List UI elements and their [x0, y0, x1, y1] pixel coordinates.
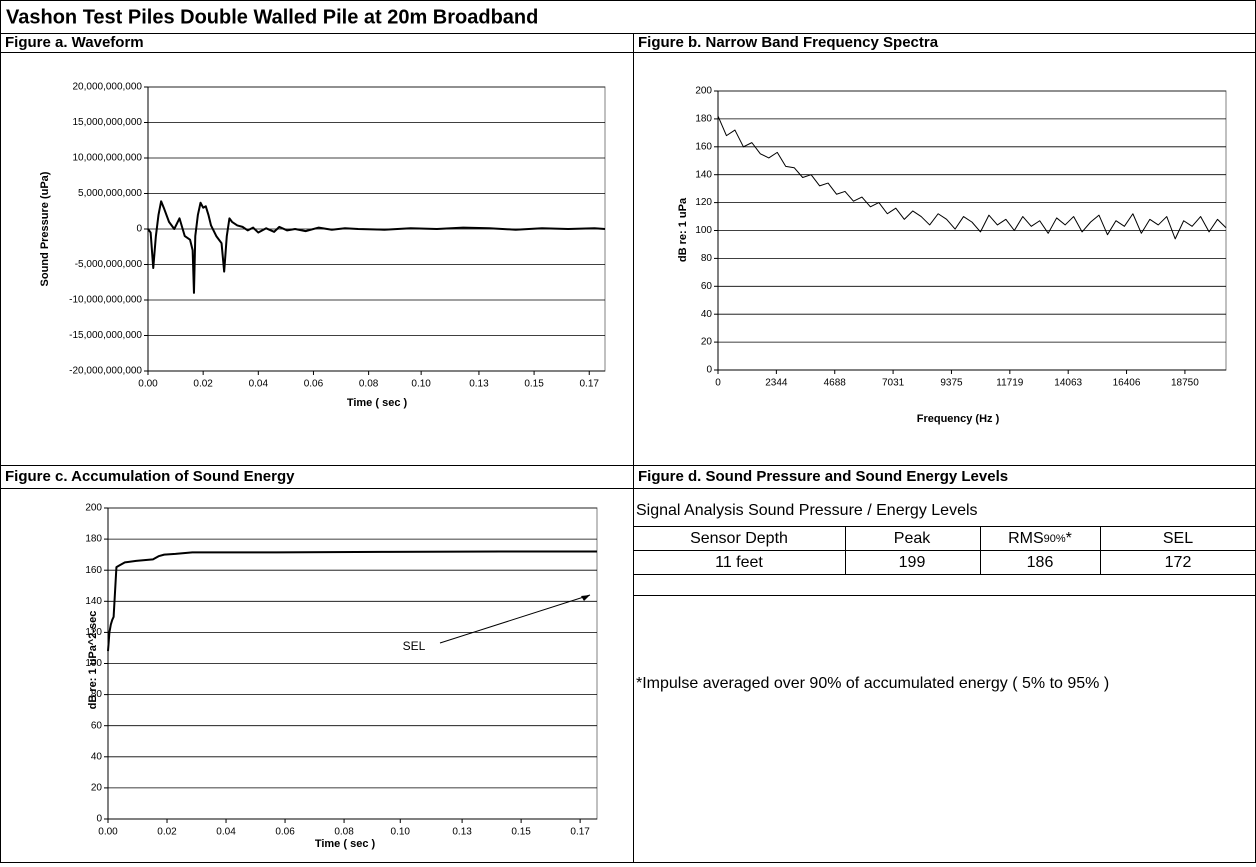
header-suffix: *	[1066, 530, 1072, 547]
x-tick-label: 0.13	[469, 379, 489, 390]
y-tick-label: 0	[706, 365, 712, 376]
x-tick-label: 0.17	[570, 827, 590, 838]
y-tick-label: 0	[96, 814, 102, 825]
y-tick-label: 140	[695, 169, 712, 180]
x-tick-label: 0.00	[138, 379, 158, 390]
y-tick-label: 120	[695, 197, 712, 208]
x-axis-title: Time ( sec )	[315, 838, 376, 850]
data-line	[107, 550, 597, 652]
annotation-box	[392, 633, 436, 661]
table-header: Peak	[894, 530, 931, 547]
x-axis-title: Time ( sec )	[347, 397, 408, 409]
header-main: RMS	[1008, 530, 1044, 547]
table-header: Sensor Depth	[690, 530, 788, 547]
y-axis-title: Sound Pressure (uPa)	[39, 171, 51, 286]
x-tick-label: 11719	[996, 378, 1024, 389]
arrow-head	[581, 595, 590, 601]
x-tick-label: 0.15	[511, 827, 531, 838]
x-tick-label: 0.13	[452, 827, 472, 838]
y-tick-label: 5,000,000,000	[78, 188, 142, 199]
table-header: RMS90%*	[1008, 530, 1072, 547]
panel-heading: Figure a. Waveform	[5, 34, 144, 51]
y-tick-label: 20,000,000,000	[72, 82, 142, 93]
x-tick-label: 18750	[1171, 378, 1199, 389]
x-tick-label: 2344	[765, 378, 788, 389]
header-sub: 90%	[1044, 533, 1066, 545]
y-tick-label: 160	[695, 141, 712, 152]
y-tick-label: 15,000,000,000	[72, 117, 142, 128]
x-tick-label: 0.06	[304, 379, 324, 390]
y-tick-label: 40	[701, 309, 713, 320]
y-tick-label: 60	[701, 281, 713, 292]
y-tick-label: -5,000,000,000	[75, 259, 143, 270]
x-tick-label: 0.00	[98, 827, 118, 838]
y-tick-label: 200	[85, 503, 102, 514]
annotation-arrow	[439, 594, 591, 644]
y-tick-label: 100	[695, 225, 712, 236]
y-tick-label: -20,000,000,000	[69, 366, 142, 377]
x-tick-label: 0.06	[275, 827, 295, 838]
table-header: SEL	[1163, 530, 1193, 547]
panel-heading: Figure d. Sound Pressure and Sound Energ…	[638, 468, 1008, 485]
table-cell: 186	[1027, 554, 1054, 571]
x-tick-label: 0.08	[334, 827, 354, 838]
y-tick-label: 80	[701, 253, 713, 264]
x-tick-label: 14063	[1054, 378, 1082, 389]
x-tick-label: 0.10	[391, 827, 411, 838]
y-tick-label: 180	[85, 534, 102, 545]
x-tick-label: 0.04	[249, 379, 269, 390]
y-tick-label: 10,000,000,000	[72, 153, 142, 164]
table-title: Signal Analysis Sound Pressure / Energy …	[636, 502, 978, 519]
page-title: Vashon Test Piles Double Walled Pile at …	[6, 6, 538, 28]
y-axis-title: dB re: 1 uPa^2-sec	[87, 611, 99, 710]
y-tick-label: -10,000,000,000	[69, 295, 142, 306]
y-tick-label: 200	[695, 86, 712, 97]
y-tick-label: 180	[695, 114, 712, 125]
y-axis-title: dB re: 1 uPa	[677, 197, 689, 262]
y-tick-label: 40	[91, 751, 103, 762]
x-tick-label: 0.08	[359, 379, 379, 390]
y-tick-label: -15,000,000,000	[69, 330, 142, 341]
x-tick-label: 7031	[882, 378, 905, 389]
y-tick-label: 60	[91, 720, 103, 731]
x-axis-title: Frequency (Hz )	[917, 413, 1000, 425]
x-tick-label: 0.17	[580, 379, 600, 390]
y-tick-label: 20	[701, 337, 713, 348]
panel-heading: Figure c. Accumulation of Sound Energy	[5, 468, 295, 485]
table-cell: 172	[1165, 554, 1192, 571]
table: Signal Analysis Sound Pressure / Energy …	[633, 502, 1256, 692]
table-grid	[633, 526, 1256, 596]
y-tick-label: 20	[91, 783, 103, 794]
y-tick-label: 160	[85, 565, 102, 576]
y-tick-label: 80	[91, 689, 103, 700]
data-line	[717, 115, 1227, 240]
x-tick-label: 0.02	[193, 379, 213, 390]
data-line	[147, 200, 606, 294]
x-tick-label: 0.04	[216, 827, 236, 838]
table-cell: 199	[899, 554, 926, 571]
y-tick-label: 140	[85, 596, 102, 607]
x-tick-label: 0.15	[524, 379, 544, 390]
x-tick-label: 0.02	[157, 827, 177, 838]
dividers	[0, 33, 1256, 862]
table-cell: 11 feet	[715, 554, 763, 571]
table-footnote: *Impulse averaged over 90% of accumulate…	[636, 675, 1109, 692]
y-tick-label: 0	[136, 224, 142, 235]
y-tick-label: 100	[85, 658, 102, 669]
x-tick-label: 9375	[940, 378, 963, 389]
x-tick-label: 0.10	[411, 379, 431, 390]
x-tick-label: 0	[715, 378, 721, 389]
y-tick-label: 120	[85, 627, 102, 638]
annotation: SEL	[403, 639, 426, 653]
panel-heading: Figure b. Narrow Band Frequency Spectra	[638, 34, 939, 51]
x-tick-label: 4688	[824, 378, 847, 389]
x-tick-label: 16406	[1113, 378, 1141, 389]
